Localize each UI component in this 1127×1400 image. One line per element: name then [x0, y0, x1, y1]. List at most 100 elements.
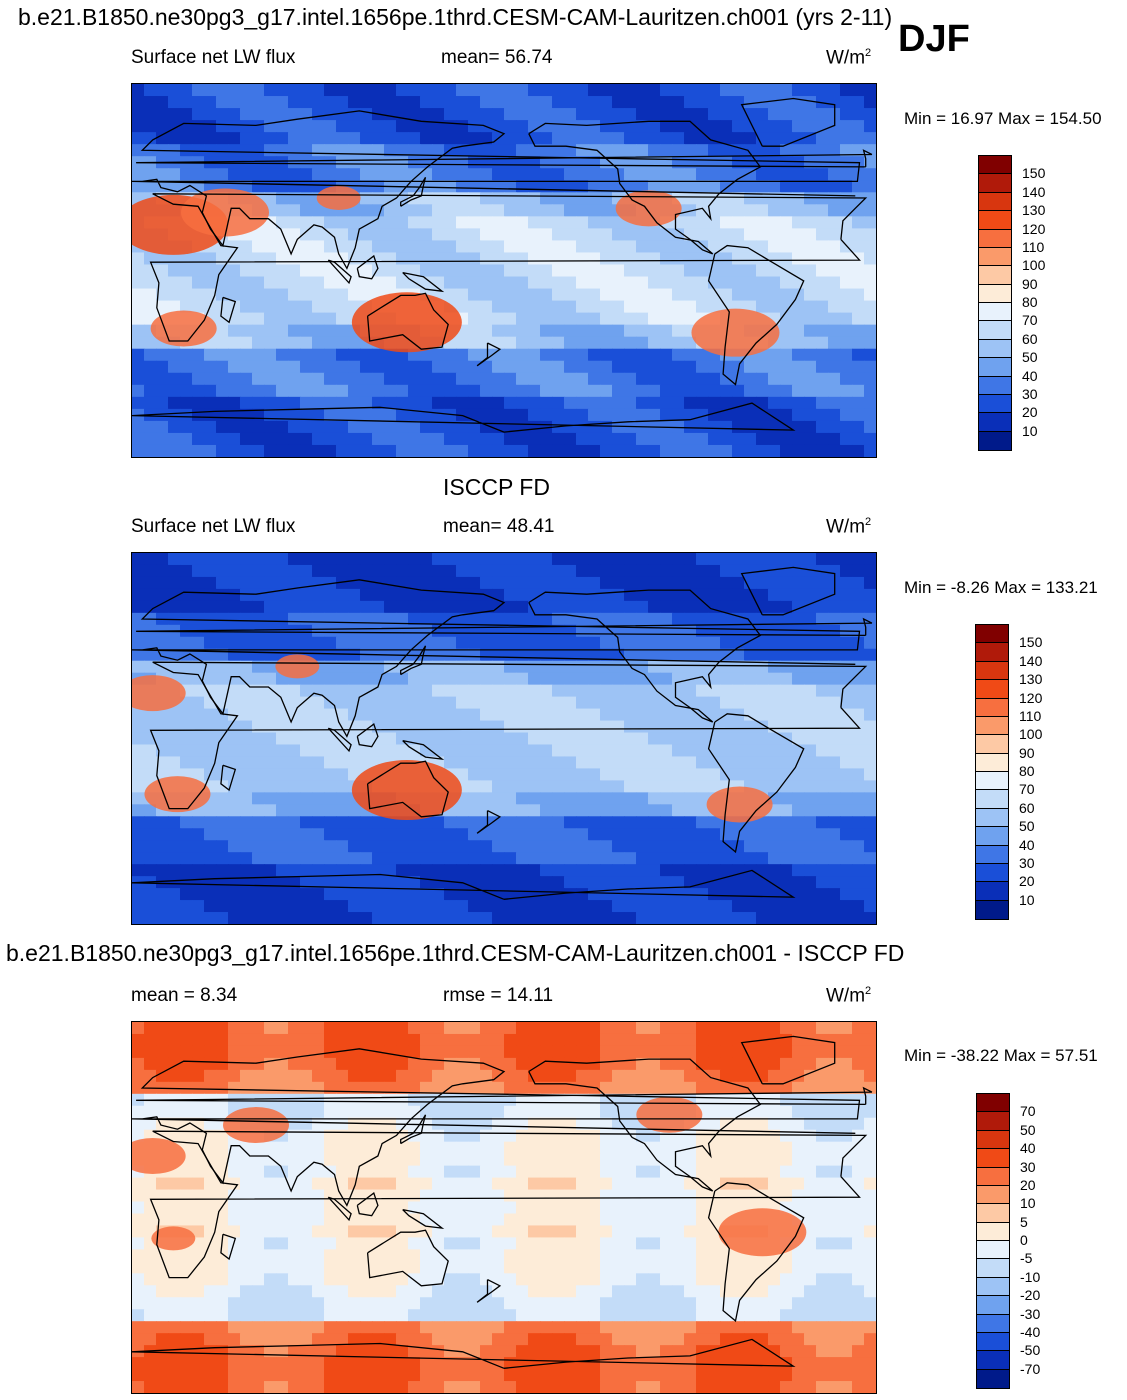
heatmap-cell: [780, 672, 793, 686]
heatmap-cell: [792, 768, 805, 781]
heatmap-cell: [396, 840, 409, 853]
heatmap-cell: [852, 684, 865, 698]
heatmap-cell: [564, 252, 577, 266]
heatmap-cell: [816, 228, 829, 242]
heatmap-cell: [576, 1022, 589, 1035]
heatmap-cell: [228, 384, 241, 398]
heatmap-cell: [360, 396, 373, 410]
heatmap-cell: [696, 672, 709, 686]
heatmap-cell: [336, 624, 349, 638]
heatmap-cell: [180, 300, 193, 314]
heatmap-cell: [516, 684, 529, 698]
heatmap-cell: [468, 648, 481, 662]
heatmap-cell: [336, 1069, 349, 1083]
heatmap-cell: [168, 600, 181, 614]
heatmap-cell: [264, 240, 277, 254]
heatmap-cell: [228, 564, 241, 578]
heatmap-cell: [420, 816, 433, 829]
heatmap-cell: [636, 792, 649, 805]
heatmap-cell: [324, 852, 337, 865]
heatmap-cell: [528, 1045, 541, 1059]
heatmap-cell: [792, 852, 805, 865]
heatmap-cell: [360, 1045, 373, 1059]
heatmap-cell: [636, 1045, 649, 1059]
heatmap-cell: [852, 1117, 865, 1131]
heatmap-cell: [156, 84, 169, 97]
heatmap-cell: [228, 1057, 241, 1071]
heatmap-cell: [312, 252, 325, 266]
heatmap-cell: [816, 264, 829, 278]
heatmap-cell: [372, 624, 385, 638]
heatmap-cell: [648, 804, 661, 817]
heatmap-cell: [324, 672, 337, 686]
heatmap-cell: [132, 396, 145, 410]
heatmap-cell: [468, 744, 481, 758]
heatmap-cell: [264, 648, 277, 662]
heatmap-cell: [684, 84, 697, 97]
heatmap-cell: [744, 696, 757, 710]
heatmap-cell: [840, 288, 853, 302]
heatmap-cell: [648, 168, 661, 181]
heatmap-cell: [552, 840, 565, 853]
heatmap-cell: [852, 672, 865, 686]
heatmap-cell: [156, 432, 169, 446]
heatmap-cell: [720, 360, 733, 374]
heatmap-cell: [252, 553, 265, 566]
heatmap-cell: [480, 612, 493, 626]
heatmap-cell: [732, 912, 745, 924]
heatmap-cell: [516, 744, 529, 758]
heatmap-cell: [708, 108, 721, 121]
heatmap-cell: [264, 372, 277, 386]
heatmap-cell: [336, 600, 349, 614]
heatmap-cell: [504, 864, 517, 877]
heatmap-cell: [588, 120, 601, 133]
heatmap-cell: [816, 396, 829, 410]
heatmap-cell: [768, 264, 781, 278]
heatmap-cell: [756, 780, 769, 793]
heatmap-cell: [252, 300, 265, 314]
heatmap-cell: [828, 1022, 841, 1035]
colorbar-swatch: [979, 358, 1011, 377]
heatmap-cell: [372, 876, 385, 889]
heatmap-cell: [756, 144, 769, 157]
heatmap-cell: [360, 1057, 373, 1071]
heatmap-cell: [396, 240, 409, 254]
heatmap-cell: [660, 768, 673, 781]
heatmap-cell: [564, 792, 577, 805]
heatmap-cell: [660, 612, 673, 626]
heatmap-cell: [228, 396, 241, 410]
heatmap-cell: [816, 576, 829, 590]
heatmap-cell: [396, 264, 409, 278]
heatmap-cell: [648, 816, 661, 829]
heatmap-cell: [468, 900, 481, 913]
heatmap-cell: [576, 660, 589, 674]
heatmap-cell: [276, 324, 289, 338]
heatmap-cell: [504, 732, 517, 746]
heatmap-cell: [648, 744, 661, 758]
heatmap-cell: [624, 780, 637, 793]
heatmap-cell: [144, 840, 157, 853]
heatmap-cell: [408, 1069, 421, 1083]
heatmap-cell: [204, 120, 217, 133]
heatmap-cell: [624, 132, 637, 145]
heatmap-cell: [732, 1165, 745, 1179]
heatmap-cell: [312, 396, 325, 410]
heatmap-cell: [660, 432, 673, 446]
heatmap-cell: [744, 288, 757, 302]
heatmap-cell: [252, 180, 265, 193]
heatmap-cell: [744, 1117, 757, 1131]
heatmap-cell: [276, 852, 289, 865]
heatmap-cell: [756, 408, 769, 422]
heatmap-cell: [504, 708, 517, 722]
heatmap-cell: [804, 372, 817, 386]
heatmap-cell: [336, 1117, 349, 1131]
heatmap-cell: [420, 252, 433, 266]
heatmap-cell: [144, 108, 157, 121]
panel3-mean-label: mean = 8.34: [131, 985, 238, 1006]
warm-region: [615, 190, 682, 227]
heatmap-cell: [336, 1022, 349, 1035]
heatmap-cell: [312, 96, 325, 109]
heatmap-cell: [180, 84, 193, 97]
heatmap-cell: [528, 876, 541, 889]
heatmap-cell: [516, 300, 529, 314]
